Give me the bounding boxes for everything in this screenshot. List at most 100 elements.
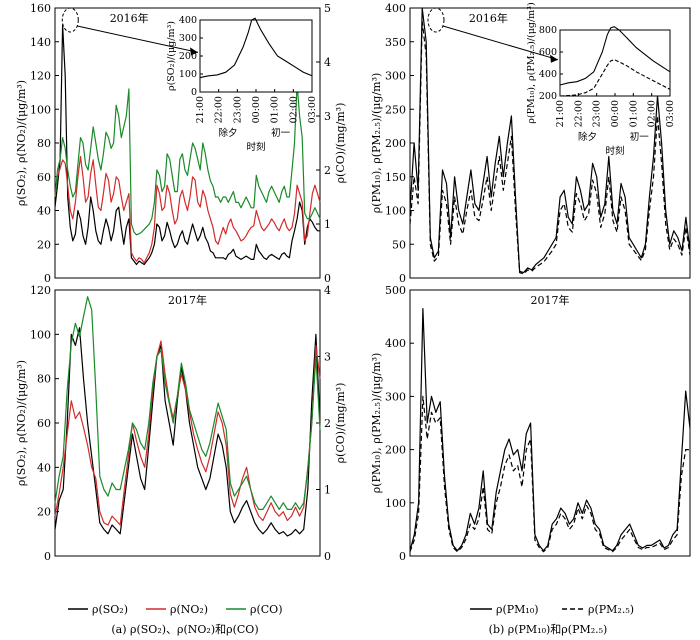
y2-tick-label: 1 [324, 218, 331, 231]
y-tick-label: 300 [385, 70, 406, 83]
inset-x-tick-label: 22:00 [214, 96, 225, 123]
caption-a: (a) ρ(SO₂)、ρ(NO₂)和ρ(CO) [111, 623, 258, 636]
y-tick-label: 350 [385, 36, 406, 49]
inset-chart: 0 100 200 300 400 21:00 22:00 23:00 00:00 01:00 02… [166, 15, 318, 153]
y-tick-label: 60 [37, 171, 51, 184]
chart-b-2017: 0 100 200 300 400 500 2017年 ρ(PM₁₀), ρ(PM₂.₅)/(… [370, 284, 691, 563]
y-tick-label: 100 [385, 205, 406, 218]
y-tick-label: 0 [399, 272, 406, 285]
y-tick-label: 140 [30, 36, 51, 49]
series-line-2 [409, 395, 690, 553]
y-tick-label: 60 [37, 417, 51, 430]
inset-x-tick-label: 02:00 [288, 96, 299, 123]
y-tick-label: 40 [37, 461, 51, 474]
y2-tick-label: 5 [324, 2, 331, 15]
y2-tick-label: 2 [324, 164, 331, 177]
legend-a: ρ(SO₂) ρ(NO₂) ρ(CO) [68, 603, 282, 616]
chart-a-2017: 0 20 40 60 80 100 120 0 1 2 3 4 2017年 ρ(SO₂), ρ(NO₂)/… [15, 284, 347, 563]
y-tick-label: 200 [385, 137, 406, 150]
series-line-1 [54, 24, 320, 266]
y-tick-label: 100 [30, 328, 51, 341]
year-title: 2016年 [469, 11, 508, 25]
inset-y-axis-title: ρ(PM₁₀), ρ(PM₂.₅)/(μg/m³) [526, 2, 537, 123]
series-line-1 [409, 308, 691, 552]
y-tick-label: 400 [385, 2, 406, 15]
inset-y-axis-title: ρ(SO₂)/(μg/m³) [166, 21, 177, 91]
inset-series-line [199, 17, 313, 79]
y-axis-title: ρ(SO₂), ρ(NO₂)/(μg/m³) [15, 360, 28, 486]
y2-tick-label: 0 [324, 550, 331, 563]
peak-arrow [77, 25, 199, 53]
series-line-1 [54, 327, 321, 537]
y-tick-label: 0 [44, 272, 51, 285]
y2-tick-label: 4 [324, 284, 331, 297]
y-tick-label: 100 [385, 497, 406, 510]
y-tick-label: 80 [37, 137, 51, 150]
plot-frame [409, 289, 691, 557]
y2-tick-label: 0 [324, 272, 331, 285]
inset-series-line-2 [559, 59, 671, 97]
legend-label-pm10: ρ(PM₁₀) [496, 603, 539, 616]
series-line-2 [409, 20, 691, 275]
y-tick-label: 150 [385, 171, 406, 184]
inset-y-tick-label: 800 [539, 25, 557, 36]
year-title: 2017年 [531, 293, 570, 307]
peak-highlight-ellipse [427, 7, 445, 33]
inset-x-tick-label: 22:00 [573, 100, 584, 127]
inset-y-tick-label: 400 [539, 69, 557, 80]
inset-y-tick-label: 400 [179, 15, 197, 26]
inset-series-line-1 [559, 26, 671, 86]
inset-x-tick-label: 21:00 [555, 100, 566, 127]
y2-tick-label: 2 [324, 417, 331, 430]
y2-tick-label: 3 [324, 110, 331, 123]
y-tick-label: 20 [37, 506, 51, 519]
inset-x-tick-label: 23:00 [592, 100, 603, 127]
inset-y-tick-label: 0 [191, 87, 197, 98]
y-tick-label: 50 [392, 238, 406, 251]
peak-arrow [442, 25, 559, 61]
y-tick-label: 80 [37, 373, 51, 386]
inset-y-tick-label: 300 [179, 33, 197, 44]
inset-frame [559, 29, 671, 97]
year-title: 2017年 [168, 293, 207, 307]
inset-y-tick-label: 200 [539, 91, 557, 102]
inset-x-tick-label: 03:00 [307, 96, 318, 123]
y2-axis-title: ρ(CO)/(mg/m³) [334, 103, 347, 184]
y-axis-title: ρ(PM₁₀), ρ(PM₂.₅)/(μg/m³) [370, 73, 383, 214]
inset-x-tick-label: 03:00 [665, 100, 676, 127]
y-tick-label: 100 [30, 103, 51, 116]
inset-y-tick-label: 200 [179, 51, 197, 62]
y-tick-label: 300 [385, 390, 406, 403]
peak-arrowhead [190, 47, 198, 56]
inset-y-tick-label: 600 [539, 47, 557, 58]
series-line-2 [54, 340, 321, 526]
inset-x-tick-label: 01:00 [270, 96, 281, 123]
year-title: 2016年 [110, 11, 149, 25]
caption-b: (b) ρ(PM₁₀)和ρ(PM₂.₅) [489, 623, 608, 636]
y-tick-label: 20 [37, 238, 51, 251]
y2-tick-label: 1 [324, 484, 331, 497]
y-tick-label: 250 [385, 103, 406, 116]
inset-x-tick-label: 00:00 [251, 96, 262, 123]
y-tick-label: 0 [44, 550, 51, 563]
legend-label-pm25: ρ(PM₂.₅) [588, 603, 634, 616]
y-tick-label: 40 [37, 205, 51, 218]
inset-x-tick-label: 21:00 [195, 96, 206, 123]
series-line-2 [54, 155, 321, 264]
chart-b-2016: 0 50 100 150 200 250 300 350 400 2016年 ρ(PM₁₀), ρ(… [370, 2, 691, 285]
y2-axis-title: ρ(CO)/(mg/m³) [334, 383, 347, 464]
y-tick-label: 400 [385, 337, 406, 350]
inset-annotation-1: 除夕 [218, 127, 237, 139]
legend-label-co: ρ(CO) [250, 603, 282, 616]
y-tick-label: 500 [385, 284, 406, 297]
y-axis-title: ρ(PM₁₀), ρ(PM₂.₅)/(μg/m³) [370, 353, 383, 494]
y-tick-label: 0 [399, 550, 406, 563]
inset-frame [199, 19, 313, 93]
y2-tick-label: 4 [324, 56, 331, 69]
inset-x-tick-label: 00:00 [610, 100, 621, 127]
y-tick-label: 160 [30, 2, 51, 15]
inset-annotation-2: 初一 [630, 131, 650, 143]
y-tick-label: 120 [30, 70, 51, 83]
y-tick-label: 200 [385, 444, 406, 457]
